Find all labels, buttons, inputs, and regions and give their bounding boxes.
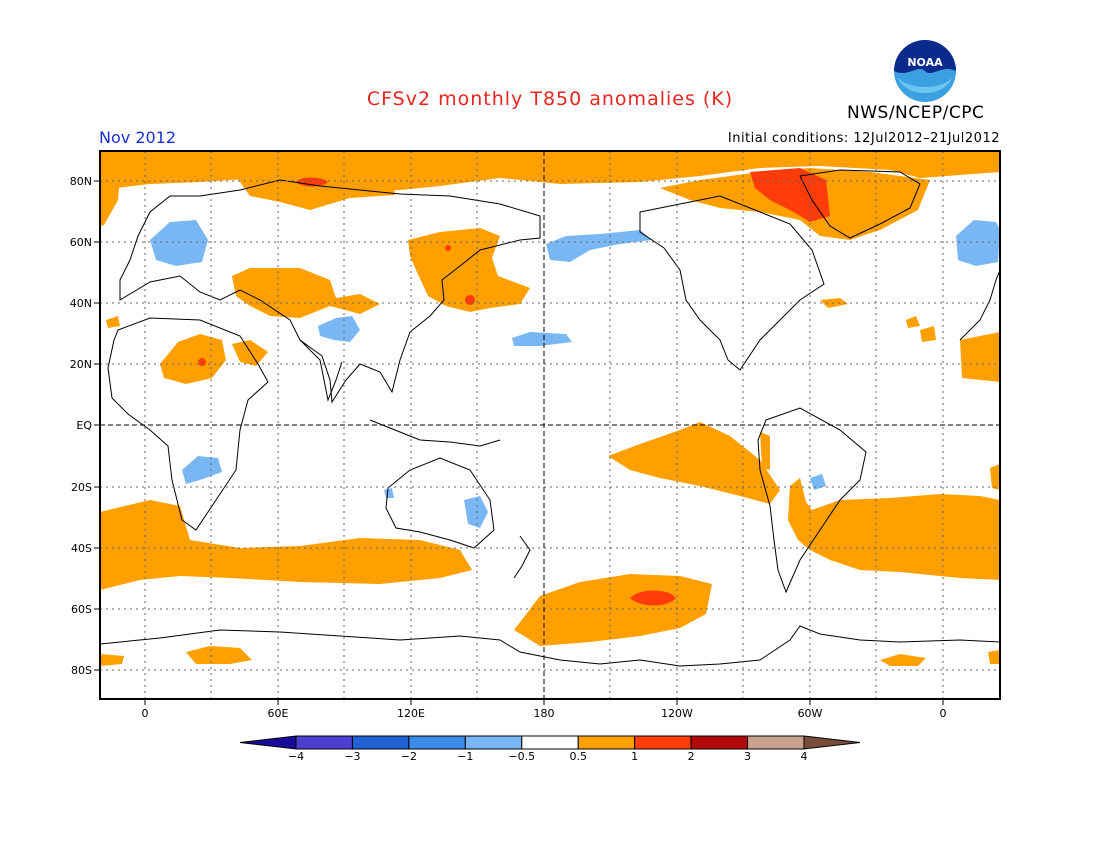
colorbar-label: 3 <box>744 750 752 763</box>
coastline-antarctica <box>100 625 1000 667</box>
anomaly-region <box>384 488 394 498</box>
anomaly-region <box>232 268 380 318</box>
lat-label: 80S <box>71 664 92 677</box>
colorbar-label: 1 <box>631 750 639 763</box>
lat-label: 40N <box>70 297 92 310</box>
colorbar-box <box>351 735 410 750</box>
anomaly-region <box>810 474 826 490</box>
noaa-logo: NOAA <box>894 40 956 102</box>
lon-label: 0 <box>142 707 149 720</box>
anomaly-region <box>760 432 770 470</box>
colorbar-box <box>690 735 749 750</box>
agency-label: NWS/NCEP/CPC <box>847 103 985 123</box>
colorbar-label: 4 <box>800 750 808 763</box>
lon-label: 0 <box>940 707 947 720</box>
anomaly-region <box>608 422 780 504</box>
valid-month: Nov 2012 <box>99 128 177 147</box>
anomaly-region <box>235 166 395 210</box>
svg-text:NOAA: NOAA <box>907 56 943 69</box>
lon-labels: 0 60E 120E 180 120W 60W 0 <box>142 707 947 720</box>
coastlines <box>100 169 1000 667</box>
coastline-greenland <box>799 169 921 239</box>
colorbar-arrow-low <box>239 735 297 750</box>
anomaly-region <box>630 590 676 606</box>
anomaly-region <box>232 340 268 366</box>
colorbar-arrow-high <box>803 735 861 750</box>
initial-conditions: Initial conditions: 12Jul2012–21Jul2012 <box>727 131 1000 146</box>
lat-label: 60S <box>71 603 92 616</box>
lon-label: 180 <box>534 707 555 720</box>
lat-label: 40S <box>71 542 92 555</box>
colorbar-label: 0.5 <box>569 750 587 763</box>
anomaly-region <box>186 646 252 664</box>
anomaly-region <box>990 464 1000 490</box>
colorbar-box <box>295 735 353 750</box>
anomaly-region <box>546 230 652 262</box>
lon-label: 120W <box>661 707 693 720</box>
coastline-india <box>299 339 343 402</box>
colorbar-label: −3 <box>344 750 361 763</box>
anomaly-region <box>988 650 1000 664</box>
anomaly-region <box>198 358 206 366</box>
chart-title: CFSv2 monthly T850 anomalies (K) <box>366 88 734 110</box>
colorbar-label: −4 <box>287 750 305 763</box>
lat-label: EQ <box>76 419 92 432</box>
reference-lines <box>100 151 1000 699</box>
colorbar-label: 2 <box>687 750 695 763</box>
anomaly-region <box>160 334 226 384</box>
anomaly-shading <box>100 151 1000 666</box>
anomaly-region <box>408 228 530 312</box>
anomaly-region <box>880 654 926 666</box>
grid <box>100 151 1000 699</box>
anomaly-region <box>512 332 572 346</box>
colorbar-label: −0.5 <box>508 750 536 763</box>
lat-labels: 80N 60N 40N 20N EQ 20S 40S 60S 80S <box>70 175 93 677</box>
colorbar-box <box>408 735 466 750</box>
anomaly-region <box>100 654 124 666</box>
colorbar-box <box>464 735 523 750</box>
anomaly-region <box>106 316 120 328</box>
lat-label: 20N <box>70 358 92 371</box>
coastline-australia <box>385 457 495 549</box>
coastline-newzealand <box>513 535 531 579</box>
anomaly-region <box>150 220 208 266</box>
tick-marks <box>94 180 944 705</box>
colorbar-label: −1 <box>457 750 474 763</box>
lat-label: 60N <box>70 236 92 249</box>
anomaly-region <box>956 220 1000 266</box>
lon-label: 60E <box>268 707 289 720</box>
colorbar-box <box>577 735 636 750</box>
anomaly-region <box>464 496 488 528</box>
anomaly-region <box>100 172 120 226</box>
anomaly-region <box>906 316 920 328</box>
anomaly-region <box>445 245 451 251</box>
anomaly-region <box>920 326 936 342</box>
colorbar <box>239 735 861 750</box>
coastline-south-america <box>757 407 867 594</box>
lat-label: 80N <box>70 175 92 188</box>
coastline-north-america <box>639 195 825 371</box>
coastline-indonesia <box>369 419 501 447</box>
coastline-eurasia <box>119 179 541 404</box>
lon-label: 60W <box>798 707 823 720</box>
anomaly-region <box>960 332 1000 382</box>
coastline-africa <box>107 317 269 531</box>
anomaly-region <box>296 177 328 187</box>
lat-label: 20S <box>71 481 92 494</box>
coastline-europe-right <box>959 269 1000 341</box>
anomaly-region <box>788 478 1000 580</box>
colorbar-box <box>521 735 579 750</box>
anomaly-region <box>100 500 472 590</box>
colorbar-label: −2 <box>400 750 417 763</box>
anomaly-region <box>182 456 222 484</box>
lon-label: 120E <box>397 707 425 720</box>
colorbar-box <box>634 735 692 750</box>
colorbar-box <box>747 735 805 750</box>
anomaly-region <box>318 316 360 342</box>
